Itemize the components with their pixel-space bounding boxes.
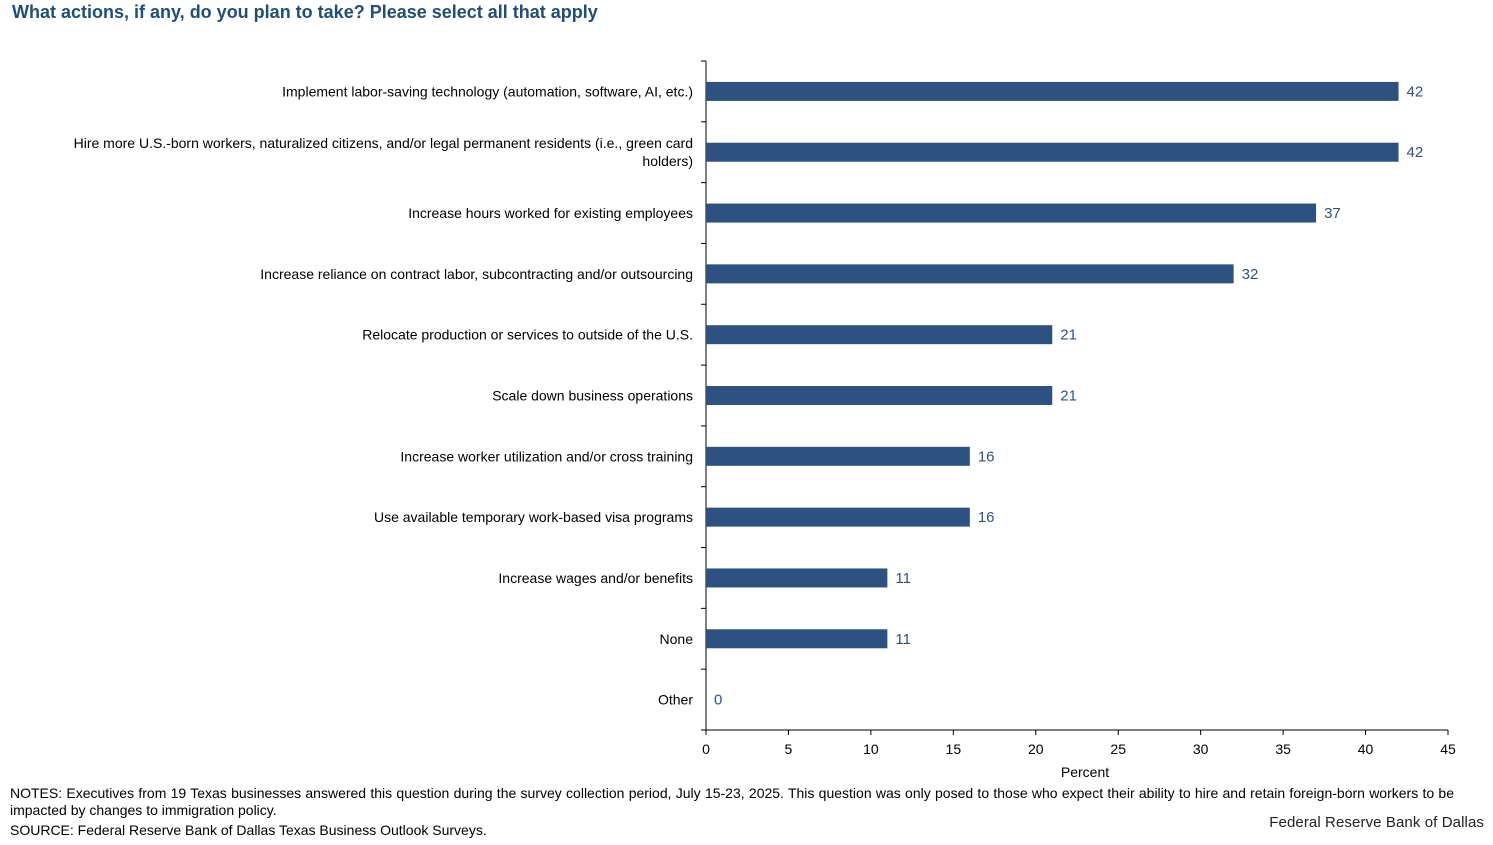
data-label: 11 (895, 631, 911, 648)
x-tick-label: 35 (1275, 741, 1291, 757)
bar (706, 325, 1053, 345)
category-label: Increase wages and/or benefits (498, 570, 693, 586)
bar (706, 81, 1399, 101)
x-tick-label: 10 (863, 741, 879, 757)
data-label: 11 (895, 570, 911, 587)
x-tick-label: 30 (1193, 741, 1209, 757)
data-label: 32 (1242, 266, 1259, 283)
category-label: Increase hours worked for existing emplo… (408, 205, 693, 221)
category-label: holders) (642, 153, 693, 169)
category-label: Increase reliance on contract labor, sub… (260, 266, 693, 282)
data-label: 16 (978, 509, 995, 526)
bar (706, 507, 970, 527)
category-label: None (660, 631, 694, 647)
category-label: Relocate production or services to outsi… (362, 327, 693, 343)
data-label: 16 (978, 448, 995, 465)
x-axis-title: Percent (1061, 764, 1109, 780)
chart-source: SOURCE: Federal Reserve Bank of Dallas T… (10, 822, 487, 838)
category-label: Increase worker utilization and/or cross… (400, 448, 693, 464)
brand-logo-text: Federal Reserve Bank of Dallas (1269, 814, 1484, 831)
data-label: 42 (1407, 144, 1424, 161)
x-tick-label: 25 (1110, 741, 1126, 757)
data-label: 0 (714, 692, 722, 709)
x-tick-label: 5 (785, 741, 793, 757)
bar (706, 264, 1234, 284)
data-label: 42 (1407, 83, 1424, 100)
data-label: 21 (1060, 327, 1077, 344)
chart-title: What actions, if any, do you plan to tak… (12, 2, 598, 22)
bar (706, 446, 970, 466)
category-label: Other (658, 692, 693, 708)
bar (706, 203, 1317, 223)
x-tick-label: 0 (702, 741, 710, 757)
category-label: Use available temporary work-based visa … (374, 509, 693, 525)
category-label: Implement labor-saving technology (autom… (282, 83, 693, 99)
chart-notes: NOTES: Executives from 19 Texas business… (10, 785, 1454, 819)
bar (706, 142, 1399, 162)
data-label: 37 (1324, 205, 1341, 222)
bar (706, 629, 888, 649)
category-label: Scale down business operations (492, 388, 693, 404)
bar (706, 568, 888, 588)
category-label: Hire more U.S.-born workers, naturalized… (74, 135, 693, 151)
data-label: 21 (1060, 388, 1077, 405)
x-tick-label: 40 (1358, 741, 1374, 757)
x-tick-label: 45 (1440, 741, 1456, 757)
x-tick-label: 15 (946, 741, 962, 757)
bar (706, 386, 1053, 405)
notes-text: NOTES: Executives from 19 Texas business… (10, 785, 1454, 818)
bar-chart: 0 5 10 15 20 25 30 35 40 45 Percent 42 Implement lab… (74, 60, 1456, 780)
x-tick-label: 20 (1028, 741, 1044, 757)
